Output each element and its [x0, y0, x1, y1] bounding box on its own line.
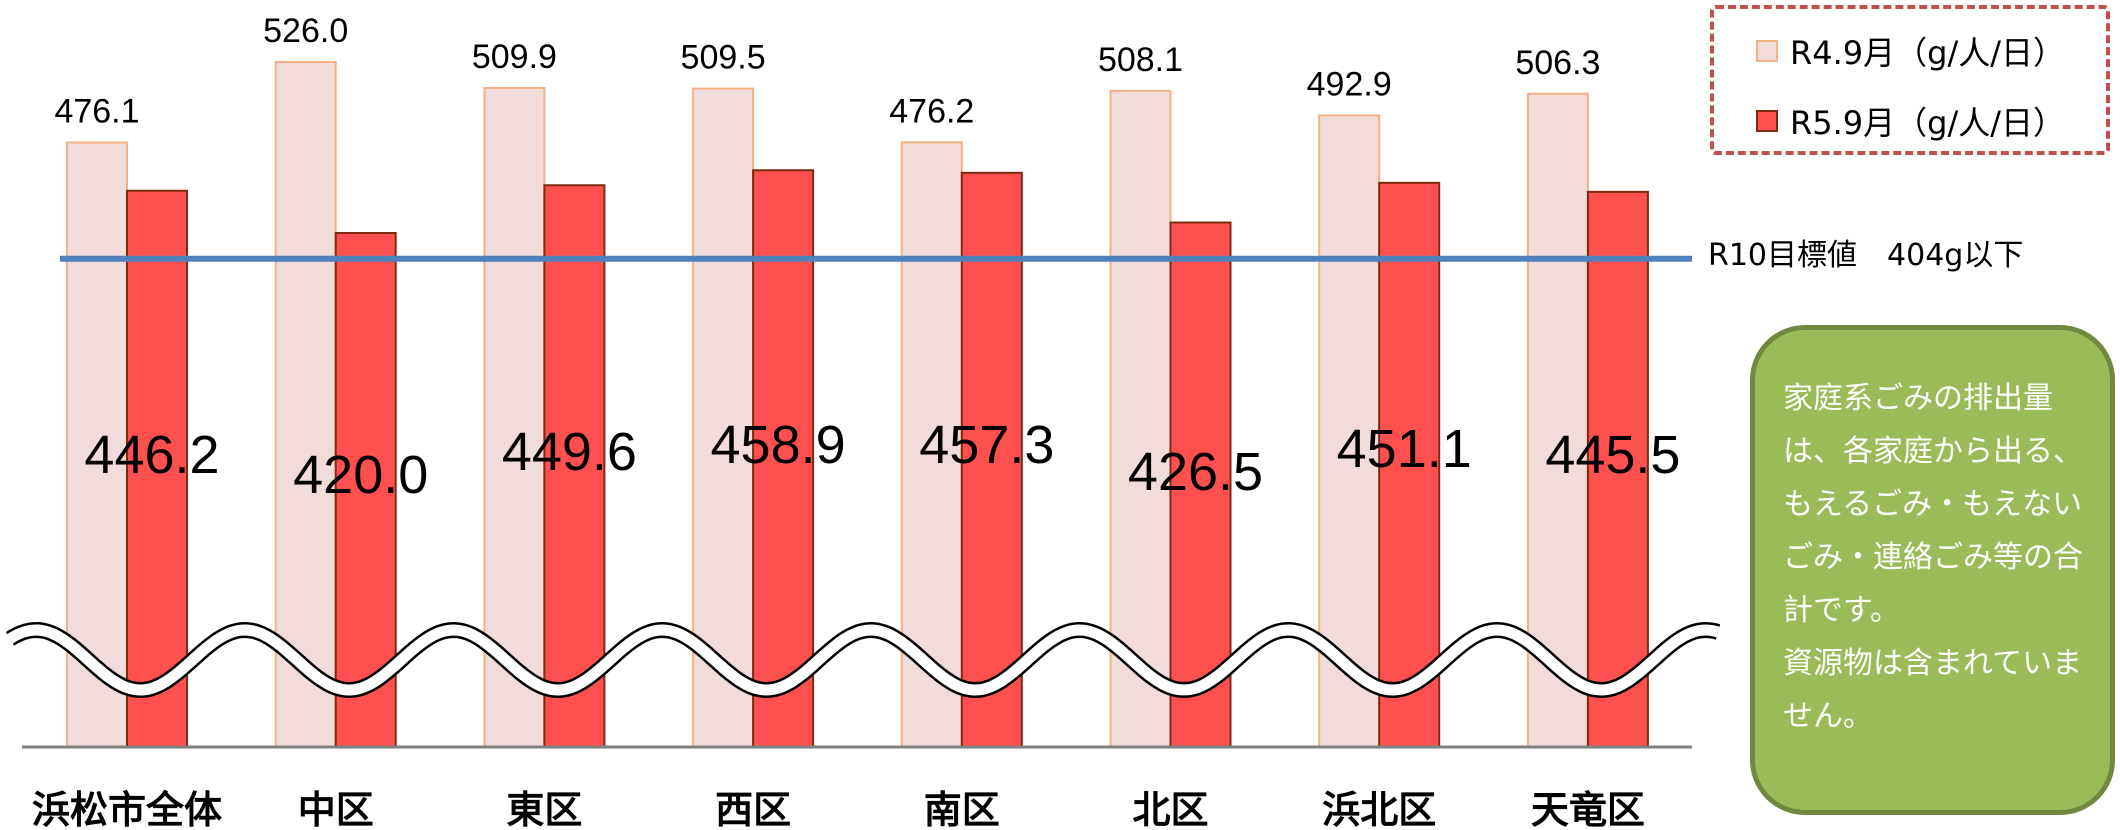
legend-label-r4: R4.9月（g/人/日）	[1790, 34, 2066, 72]
bars-group	[66, 61, 1649, 749]
data-label-r5-6: 451.1	[1337, 419, 1472, 479]
data-label-r4-3: 509.5	[681, 39, 766, 77]
bar-r5-3	[752, 169, 815, 749]
category-label-0: 浜松市全体	[32, 788, 222, 830]
note-box: 家庭系ごみの排出量は、各家庭から出る、もえるごみ・もえないごみ・連絡ごみ等の合計…	[1750, 325, 2115, 815]
data-label-r4-5: 508.1	[1098, 41, 1183, 79]
data-label-r5-7: 445.5	[1545, 425, 1680, 485]
bar-r4-1	[274, 61, 337, 748]
legend: R4.9月（g/人/日） R5.9月（g/人/日）	[1710, 5, 2110, 155]
target-label: R10目標値 404g以下	[1708, 238, 2024, 273]
category-label-2: 東区	[506, 788, 582, 830]
bar-r5-6	[1378, 181, 1441, 749]
data-label-r4-7: 506.3	[1515, 44, 1600, 82]
data-label-r4-2: 509.9	[472, 38, 557, 76]
data-label-r5-2: 449.6	[502, 422, 637, 482]
data-label-r4-0: 476.1	[54, 92, 139, 130]
data-label-r5-0: 446.2	[84, 425, 219, 485]
data-label-r5-4: 457.3	[919, 415, 1054, 475]
category-label-5: 北区	[1132, 788, 1208, 830]
bar-r5-7	[1586, 190, 1649, 748]
wave-fill	[7, 624, 1720, 696]
bar-r5-0	[126, 189, 188, 749]
category-label-4: 南区	[924, 788, 1000, 830]
data-label-r5-3: 458.9	[711, 415, 846, 475]
data-label-r5-1: 420.0	[293, 445, 428, 505]
bar-r5-2	[543, 184, 606, 748]
legend-swatch-r4	[1756, 40, 1778, 62]
data-label-r5-5: 426.5	[1128, 442, 1263, 502]
legend-item-r5: R5.9月（g/人/日）	[1756, 101, 2066, 142]
data-label-r4-6: 492.9	[1307, 65, 1392, 103]
bar-r5-4	[960, 171, 1023, 749]
legend-item-r4: R4.9月（g/人/日）	[1756, 31, 2066, 72]
legend-label-r5: R5.9月（g/人/日）	[1790, 104, 2066, 142]
legend-swatch-r5	[1756, 110, 1778, 132]
labels-group: 476.1 446.2 浜松市全体 526.0 420.0 中区 509.9 449.6 東区 5…	[32, 12, 1680, 830]
axis-break-wave	[5, 622, 1722, 698]
data-label-r4-4: 476.2	[889, 92, 974, 130]
category-label-3: 西区	[715, 788, 791, 830]
category-label-6: 浜北区	[1322, 788, 1436, 830]
bar-r5-5	[1169, 221, 1232, 748]
data-label-r4-1: 526.0	[263, 12, 348, 50]
bar-r5-1	[334, 232, 397, 748]
category-label-7: 天竜区	[1531, 788, 1645, 830]
category-label-1: 中区	[298, 788, 374, 830]
